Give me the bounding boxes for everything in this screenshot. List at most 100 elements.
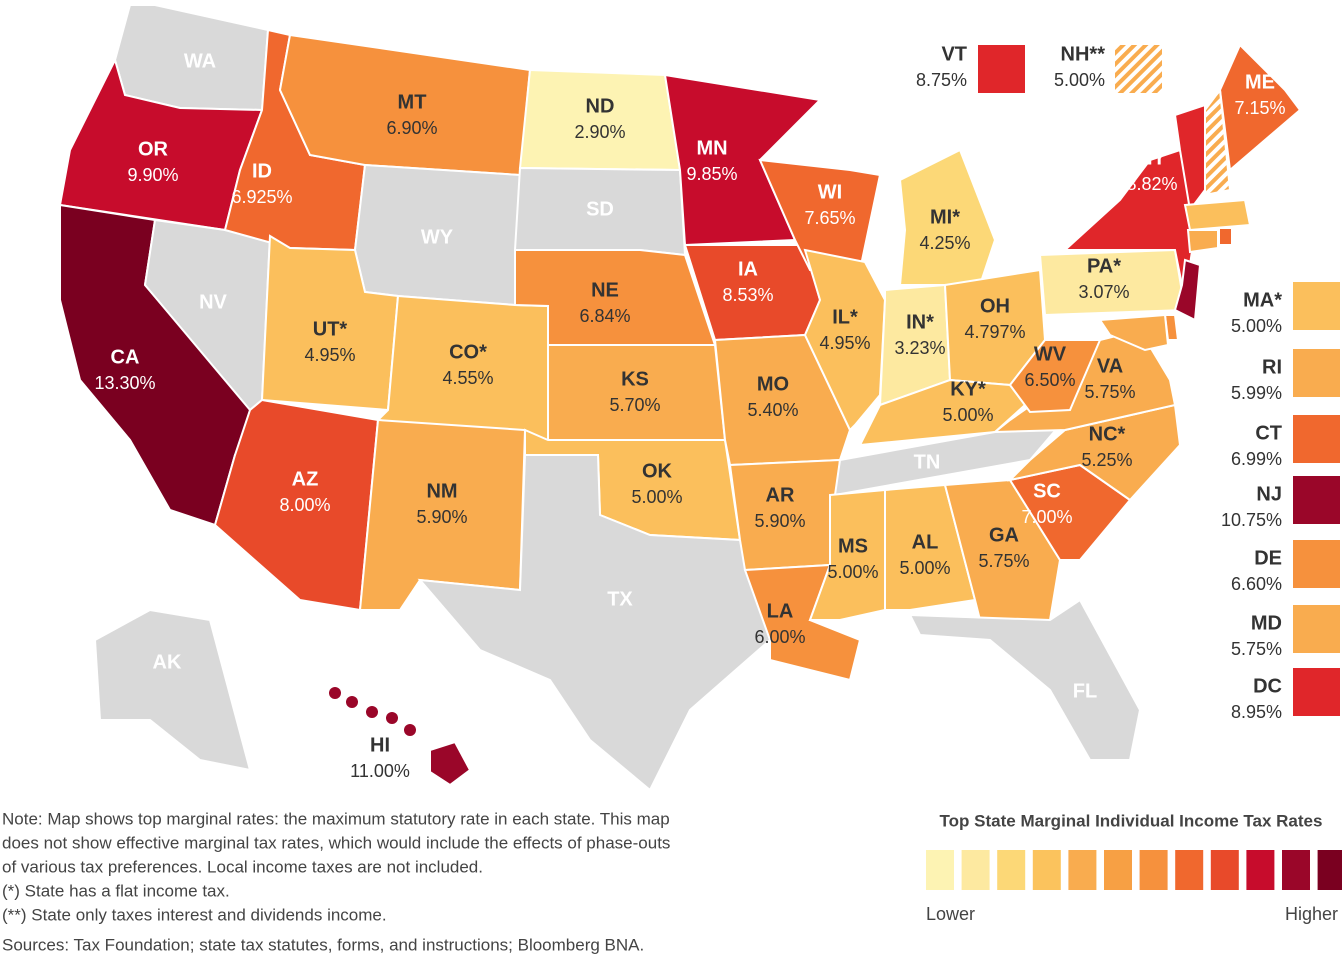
state-abbr: ND: [586, 95, 615, 117]
legend-title: Top State Marginal Individual Income Tax…: [940, 811, 1323, 830]
state-abbr: GA: [989, 524, 1019, 546]
callout-box: [1293, 476, 1340, 524]
legend-swatch: [926, 850, 954, 890]
state-shape: [1008, 339, 1102, 414]
legend-swatch: [1246, 850, 1275, 890]
state-abbr: TN: [914, 451, 941, 473]
state-rate: 6.84%: [579, 306, 630, 326]
callout-abbr: DE: [1254, 547, 1282, 569]
callout-abbr: MD: [1251, 612, 1282, 634]
state-abbr: NM: [426, 480, 457, 502]
callout-rate: 6.60%: [1231, 574, 1282, 594]
state-abbr: IA: [738, 258, 758, 280]
state-rate: 4.95%: [304, 345, 355, 365]
state-abbr: IN*: [906, 311, 934, 333]
callout-box: [1115, 45, 1162, 93]
state-abbr: MN: [696, 137, 727, 159]
callout-box: [978, 45, 1025, 93]
state-abbr: AR: [766, 484, 795, 506]
state-rate: 4.25%: [919, 233, 970, 253]
state-shape: [1173, 258, 1202, 322]
state-abbr: UT*: [313, 318, 348, 340]
state-abbr: MI*: [930, 206, 960, 228]
callout-abbr: DC: [1253, 675, 1282, 697]
legend-low: Lower: [926, 904, 975, 924]
state-abbr: WI: [818, 181, 842, 203]
state-shape: [547, 344, 727, 441]
callout-rate: 10.75%: [1221, 510, 1282, 530]
footnote: (**) State only taxes interest and divid…: [2, 905, 387, 924]
state-shape: [1186, 229, 1219, 254]
state-rate: 5.00%: [942, 405, 993, 425]
callout-box: [1293, 282, 1340, 330]
state-rate: 5.00%: [899, 558, 950, 578]
callout-box: [1293, 415, 1340, 463]
state-shape: [1183, 198, 1252, 232]
state-abbr: MS: [838, 535, 868, 557]
callout-rate: 5.00%: [1231, 316, 1282, 336]
state-shape: [803, 248, 887, 432]
state-rate: 7.65%: [804, 208, 855, 228]
state-abbr: ID: [252, 160, 272, 182]
state-abbr: OK: [642, 460, 673, 482]
state-shape: [366, 706, 378, 718]
callout-box: [1293, 605, 1340, 653]
state-abbr: AL: [912, 531, 939, 553]
state-abbr: NE: [591, 279, 619, 301]
state-abbr: AZ: [292, 468, 319, 490]
state-shape: [386, 712, 398, 724]
callout-rate: 8.75%: [916, 70, 967, 90]
state-abbr: NV: [199, 291, 227, 313]
state-rate: 4.95%: [819, 333, 870, 353]
footnote: Sources: Tax Foundation; state tax statu…: [2, 935, 644, 954]
callout-abbr: VT: [941, 43, 967, 65]
legend-swatch: [1210, 850, 1239, 890]
state-rate: 5.00%: [631, 487, 682, 507]
state-rate: 9.85%: [686, 164, 737, 184]
state-abbr: VA: [1097, 355, 1123, 377]
state-rate: 8.82%: [1126, 174, 1177, 194]
state-rate: 5.90%: [416, 507, 467, 527]
state-abbr: TX: [607, 588, 633, 610]
state-rate: 4.55%: [442, 368, 493, 388]
state-abbr: LA: [767, 600, 794, 622]
state-rate: 5.90%: [754, 511, 805, 531]
state-rate: 3.23%: [894, 338, 945, 358]
state-shape: [833, 423, 1063, 497]
state-rate: 6.925%: [231, 187, 292, 207]
state-abbr: OR: [138, 138, 169, 160]
state-abbr: CO*: [449, 341, 487, 363]
state-abbr: HI: [370, 734, 390, 756]
state-rate: 11.00%: [350, 761, 410, 781]
callout-rate: 5.00%: [1054, 70, 1105, 90]
state-rate: 5.25%: [1081, 450, 1132, 470]
state-rate: 7.15%: [1234, 98, 1285, 118]
state-rate: 5.00%: [827, 562, 878, 582]
state-shape: [93, 608, 252, 772]
legend-swatch: [1317, 850, 1342, 890]
state-shape: [417, 454, 772, 792]
callout-rate: 8.95%: [1231, 702, 1282, 722]
state-rate: 3.07%: [1078, 282, 1129, 302]
state-rate: 5.75%: [978, 551, 1029, 571]
state-rate: 5.75%: [1084, 382, 1135, 402]
state-shape: [346, 696, 358, 708]
state-abbr: WY: [421, 226, 454, 248]
legend-swatch: [997, 850, 1026, 890]
state-abbr: AK: [153, 651, 182, 673]
state-abbr: CA: [111, 346, 140, 368]
state-rate: 13.30%: [94, 373, 155, 393]
legend-swatch: [1175, 850, 1204, 890]
state-rate: 8.53%: [722, 285, 773, 305]
legend-swatch: [1139, 850, 1168, 890]
state-abbr: IL*: [832, 306, 858, 328]
footnote: (*) State has a flat income tax.: [2, 881, 230, 900]
callout-abbr: RI: [1262, 356, 1282, 378]
state-shape: [329, 687, 341, 699]
state-abbr: SC: [1033, 480, 1061, 502]
state-abbr: NY: [1138, 147, 1166, 169]
state-shape: [1098, 313, 1170, 352]
state-rate: 2.90%: [574, 122, 625, 142]
